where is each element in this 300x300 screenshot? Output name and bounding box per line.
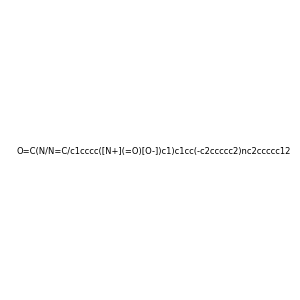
Text: O=C(N/N=C/c1cccc([N+](=O)[O-])c1)c1cc(-c2ccccc2)nc2ccccc12: O=C(N/N=C/c1cccc([N+](=O)[O-])c1)c1cc(-c… xyxy=(16,147,291,156)
